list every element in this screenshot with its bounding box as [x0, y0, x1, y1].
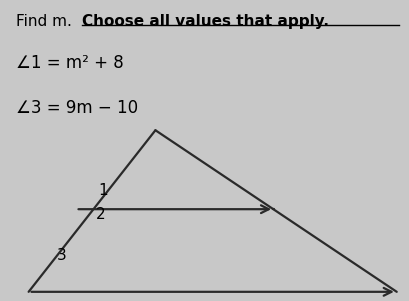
- Text: Choose all values that apply.: Choose all values that apply.: [82, 14, 329, 29]
- Text: 2: 2: [96, 207, 106, 222]
- Text: ∠3 = 9m − 10: ∠3 = 9m − 10: [16, 99, 139, 117]
- Text: Find m.: Find m.: [16, 14, 77, 29]
- Text: 1: 1: [98, 183, 108, 198]
- Text: ∠1 = m² + 8: ∠1 = m² + 8: [16, 54, 124, 72]
- Text: 3: 3: [57, 248, 67, 262]
